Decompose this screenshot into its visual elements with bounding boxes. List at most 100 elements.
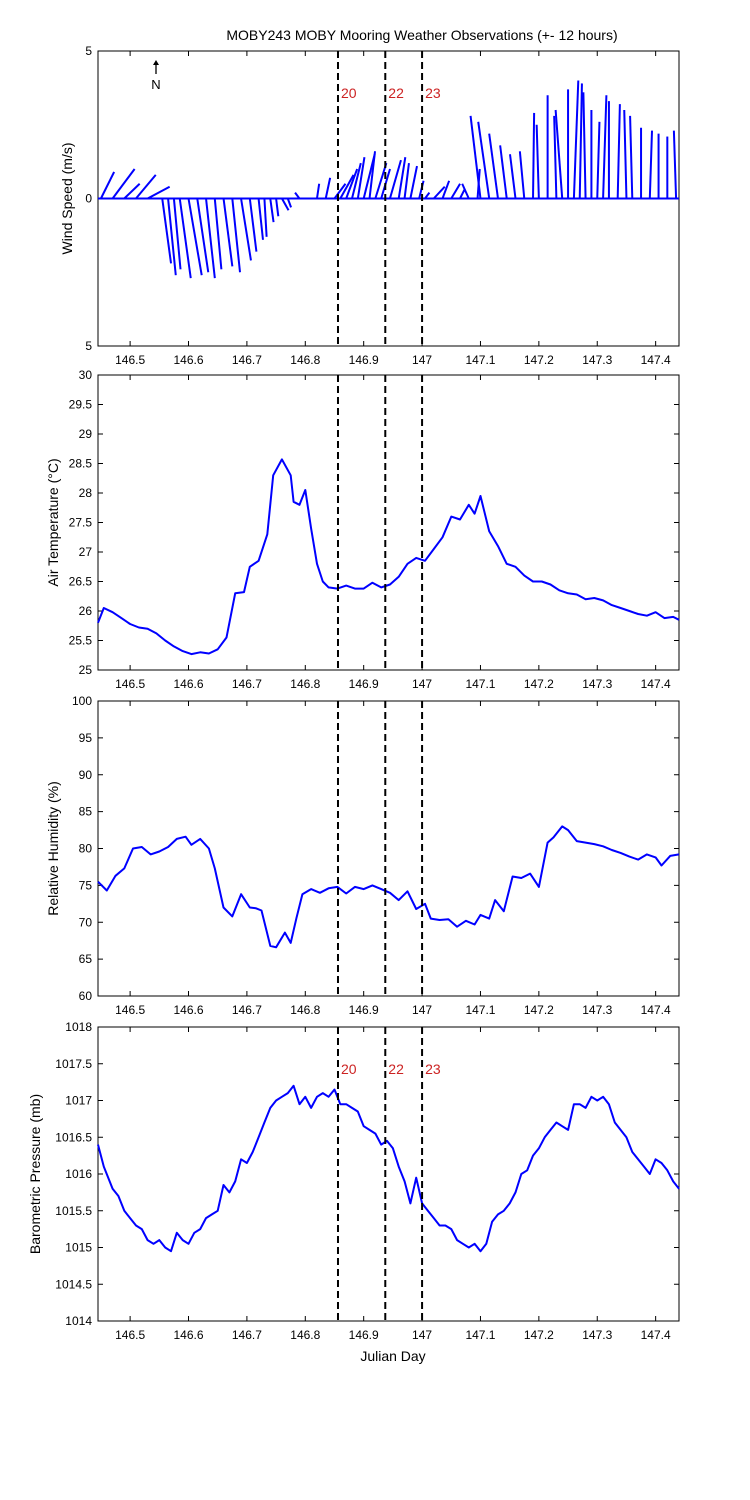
y-tick-label: 1016 xyxy=(65,1167,92,1181)
x-tick-label: 146.6 xyxy=(173,1328,203,1342)
x-tick-label: 147.3 xyxy=(582,353,612,367)
x-tick-label: 146.8 xyxy=(290,677,320,691)
plot-frame xyxy=(97,374,680,671)
y-tick-label: 1017.5 xyxy=(55,1057,92,1071)
wind-vector xyxy=(459,189,466,199)
y-tick-label: 26.5 xyxy=(69,575,93,589)
x-tick-label: 146.7 xyxy=(232,1328,262,1342)
wind-vector xyxy=(315,183,321,199)
series-line xyxy=(97,825,680,949)
panel-relative_humidity: 146.5 146.6 146.7 146.8 146.9 147 147.1 147.2 14… xyxy=(45,694,680,1017)
wind-vector xyxy=(205,198,216,279)
wind-vector xyxy=(424,192,431,200)
wind-vector xyxy=(596,121,601,199)
x-tick-label: 147.3 xyxy=(582,1003,612,1017)
event-label: 23 xyxy=(425,85,441,101)
y-tick-label: 1016.5 xyxy=(55,1130,92,1144)
y-tick-label: 5 xyxy=(85,339,92,353)
x-tick-label: 147.1 xyxy=(465,353,495,367)
wind-vector xyxy=(623,109,628,199)
x-tick-label: 146.8 xyxy=(290,353,320,367)
event-label: 22 xyxy=(388,85,404,101)
x-tick-label: 147.1 xyxy=(465,1003,495,1017)
wind-vector xyxy=(409,165,418,199)
y-tick-label: 25.5 xyxy=(69,634,93,648)
x-tick-label: 146.9 xyxy=(349,677,379,691)
wind-vector xyxy=(672,130,678,199)
x-tick-label: 146.5 xyxy=(115,1003,145,1017)
wind-vector xyxy=(100,171,116,199)
x-tick-label: 146.6 xyxy=(173,1003,203,1017)
panel-barometric_pressure: 146.5 146.6 146.7 146.8 146.9 147 147.1 147.2 14… xyxy=(27,1020,680,1342)
panel-air_temperature: 146.5 146.6 146.7 146.8 146.9 147 147.1 147.2 14… xyxy=(45,368,680,691)
y-tick-label: 29 xyxy=(79,427,93,441)
y-tick-label: 85 xyxy=(79,805,93,819)
y-tick-label: 1018 xyxy=(65,1020,92,1034)
y-tick-label: 1014.5 xyxy=(55,1277,92,1291)
wind-vector xyxy=(582,92,587,199)
y-tick-label: 75 xyxy=(79,878,93,892)
wind-vector xyxy=(123,183,141,200)
wind-vector xyxy=(578,83,583,199)
wind-vector xyxy=(403,162,410,199)
wind-vector xyxy=(269,198,275,223)
wind-vector xyxy=(488,133,499,199)
x-tick-label: 147.4 xyxy=(641,1328,671,1342)
wind-vector xyxy=(509,154,517,199)
x-tick-label: 147.3 xyxy=(582,1328,612,1342)
y-tick-label: 1015.5 xyxy=(55,1204,92,1218)
wind-vector xyxy=(374,162,388,199)
wind-vector xyxy=(333,183,347,200)
x-tick-label: 147 xyxy=(412,1003,432,1017)
y-tick-label: 27.5 xyxy=(69,516,93,530)
wind-vector xyxy=(518,151,526,199)
wind-vector xyxy=(602,95,608,199)
y-tick-label: 29.5 xyxy=(69,398,93,412)
y-tick-label: 28.5 xyxy=(69,457,93,471)
x-tick-label: 147.1 xyxy=(465,1328,495,1342)
x-axis-label: Julian Day xyxy=(360,1348,425,1364)
chart-title: MOBY243 MOBY Mooring Weather Observation… xyxy=(226,27,617,43)
wind-vector xyxy=(135,174,157,200)
x-tick-label: 147 xyxy=(412,677,432,691)
y-tick-label: 60 xyxy=(79,989,93,1003)
wind-vector xyxy=(553,115,558,199)
wind-vector xyxy=(178,198,192,279)
wind-vector xyxy=(222,198,234,267)
y-tick-label: 80 xyxy=(79,842,93,856)
wind-vector xyxy=(187,198,203,276)
wind-vector xyxy=(147,185,171,200)
x-tick-label: 147.2 xyxy=(524,1003,554,1017)
wind-vector xyxy=(572,80,580,199)
x-tick-label: 146.9 xyxy=(349,1003,379,1017)
y-axis-label: Wind Speed (m/s) xyxy=(59,142,75,254)
wind-vector xyxy=(339,174,355,199)
x-tick-label: 147.2 xyxy=(524,1328,554,1342)
x-tick-label: 146.5 xyxy=(115,353,145,367)
wind-vector xyxy=(196,198,210,273)
wind-vector xyxy=(450,183,461,200)
wind-vector xyxy=(172,198,182,270)
x-tick-label: 147 xyxy=(412,1328,432,1342)
wind-vector xyxy=(616,104,621,199)
wind-vector xyxy=(213,198,223,270)
event-label: 20 xyxy=(341,1061,357,1077)
y-tick-label: 1015 xyxy=(65,1241,92,1255)
wind-vector xyxy=(554,109,564,199)
y-tick-label: 0 xyxy=(85,192,92,206)
wind-vector xyxy=(351,162,362,199)
y-tick-label: 1014 xyxy=(65,1314,92,1328)
wind-vector xyxy=(469,115,482,199)
wind-vector xyxy=(433,186,446,200)
event-label: 22 xyxy=(388,1061,404,1077)
wind-vector xyxy=(257,198,264,240)
wind-vector xyxy=(294,192,301,200)
wind-vector xyxy=(397,157,407,199)
x-tick-label: 147 xyxy=(412,353,432,367)
y-axis-label: Barometric Pressure (mb) xyxy=(27,1094,43,1254)
y-tick-label: 1017 xyxy=(65,1094,92,1108)
wind-vector xyxy=(648,130,654,199)
y-tick-label: 95 xyxy=(79,731,93,745)
y-axis-label: Relative Humidity (%) xyxy=(45,781,61,916)
